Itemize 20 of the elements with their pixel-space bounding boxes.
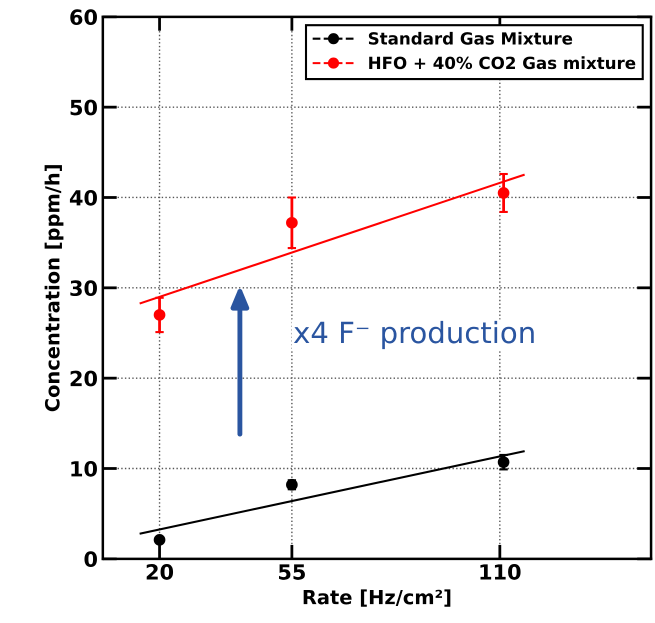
y-tick-label: 60 (70, 9, 97, 26)
x-tick-label: 55 (278, 564, 305, 580)
y-tick-label: 10 (71, 460, 97, 477)
x-tick-label: 20 (146, 564, 174, 580)
y-tick-label: 30 (70, 280, 97, 296)
x-axis-title: Rate [Hz/cm²] (304, 589, 450, 607)
point (154, 534, 166, 546)
legend-label: Standard Gas Mixture (368, 32, 572, 45)
legend-label: HFO + 40% CO2 Gas mixture (369, 56, 636, 70)
y-tick-label: 40 (70, 190, 97, 206)
point (498, 456, 510, 468)
point (154, 309, 166, 321)
y-axis-title: Concentration [ppm/h] (44, 165, 64, 412)
annotation: x4 F⁻ production (294, 320, 534, 350)
y-tick-label: 0 (84, 551, 97, 568)
y-tick-label: 50 (70, 100, 97, 116)
y-tick-label: 20 (70, 370, 97, 386)
x-tick-label: 110 (480, 564, 521, 580)
point (286, 216, 298, 229)
point (498, 187, 510, 199)
